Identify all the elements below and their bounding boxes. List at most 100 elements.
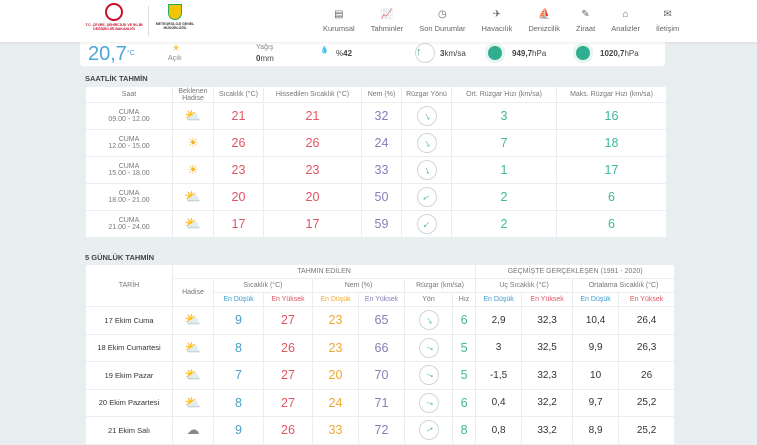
clock-icon: ◷: [437, 9, 447, 20]
table-row: CUMA 09.00 - 12.00 ⛅ 21 21 32 ↑ 3 16: [86, 103, 666, 129]
avg-wind: 3: [500, 109, 508, 123]
table-row: 19 Ekim Pazar ⛅ 7 27 20 70 ↑ 5 -1,5 32,3 10 26: [86, 362, 675, 389]
nav-kurumsal[interactable]: ▤ Kurumsal: [315, 9, 363, 33]
temperature: 20: [231, 190, 246, 204]
date: 20 Ekim Pazartesi: [98, 398, 160, 408]
wind-speed: 6: [460, 395, 468, 410]
wind-direction-icon: ↑: [418, 337, 439, 358]
pressure-value: 949,7hPa: [512, 49, 547, 58]
feels-like: 23: [305, 163, 320, 177]
column-header: Rüzgar Yönü: [402, 87, 451, 102]
wind-direction-icon: ↑: [416, 133, 437, 153]
daily-table: TARİH TAHMİN EDİLEN GEÇMİŞTE GERÇEKLEŞEN (…: [85, 264, 676, 445]
table-row: CUMA 15.00 - 18.00 ☀ 23 23 33 ↑ 1 17: [86, 157, 666, 183]
mail-icon: ✉: [663, 9, 672, 20]
shield-icon: [168, 4, 182, 20]
header-low: En Düşük: [476, 293, 522, 306]
humidity-value: %42: [336, 49, 353, 58]
header-low: En Düşük: [214, 293, 263, 306]
nav-label: Denizcilik: [528, 24, 561, 33]
partly-cloudy-icon: ⛅: [184, 339, 202, 355]
wind-direction-icon: ↑: [418, 420, 439, 441]
humidity-low: 33: [328, 423, 343, 438]
wind-direction-icon: ↑: [416, 160, 437, 180]
header-high: En Yüksek: [264, 293, 312, 306]
nav-ziraat[interactable]: ✎ Ziraat: [568, 9, 603, 33]
partly-cloudy-icon: ⛅: [184, 189, 202, 204]
nav-label: Havacılık: [481, 24, 513, 33]
temp-high: 26: [281, 423, 295, 438]
nav-label: Tahminler: [370, 24, 404, 33]
extreme-high: 32,2: [537, 397, 557, 409]
avg-low: 10: [590, 369, 602, 381]
header-low: En Düşük: [573, 293, 619, 306]
temperature: 23: [231, 163, 246, 177]
nav-i̇letişim[interactable]: ✉ İletişim: [648, 9, 687, 33]
avg-wind: 2: [500, 190, 508, 204]
max-wind: 16: [604, 109, 619, 123]
header-wind: Rüzgar (km/sa): [405, 279, 476, 292]
humidity-low: 23: [328, 313, 343, 328]
mgm-logo[interactable]: METEOROLOJİ GENEL MÜDÜRLÜĞÜ: [155, 4, 195, 30]
table-row: 21 Ekim Salı ☁ 9 26 33 72 ↑ 8 0,8 33,2 8,9 25,2: [86, 417, 675, 444]
column-header: Ort. Rüzgar Hızı (km/sa): [452, 87, 556, 102]
nav-analizler[interactable]: ⌂ Analizler: [603, 9, 648, 33]
nav-son durumlar[interactable]: ◷ Son Durumlar: [411, 9, 473, 33]
nav-label: Son Durumlar: [419, 24, 466, 33]
header-date: TARİH: [86, 265, 172, 306]
rain-value: 0mm: [256, 54, 274, 63]
header-event: Hadise: [173, 279, 213, 306]
date: 21 Ekim Salı: [107, 425, 151, 435]
max-wind: 18: [604, 136, 619, 150]
humidity: 59: [374, 217, 389, 231]
day: CUMA: [118, 109, 140, 116]
max-wind: 6: [608, 217, 615, 231]
wind-speed: 5: [460, 340, 468, 355]
nav-denizcilik[interactable]: ⛵ Denizcilik: [520, 9, 568, 33]
humidity: 24: [374, 136, 389, 150]
feels-like: 21: [305, 109, 320, 123]
extreme-low: 0,4: [491, 397, 506, 409]
chart-icon: 📈: [380, 9, 394, 20]
seal-icon: [105, 3, 123, 21]
extreme-low: 0,8: [491, 424, 506, 436]
avg-low: 10,4: [585, 314, 606, 326]
nav-havacılık[interactable]: ✈ Havacılık: [473, 9, 520, 33]
feels-like: 20: [305, 190, 320, 204]
temp-high: 27: [281, 313, 295, 328]
hourly-title: SAATLİK TAHMİN: [85, 74, 148, 83]
date: 18 Ekim Cumartesi: [97, 343, 161, 353]
temp-high: 27: [281, 395, 295, 410]
nav-tahminler[interactable]: 📈 Tahminler: [363, 9, 412, 33]
current-temp: 20,7°C: [88, 43, 135, 65]
nav-label: Ziraat: [576, 24, 596, 33]
leaf-icon: ✎: [581, 9, 590, 20]
header-low: En Düşük: [313, 293, 358, 306]
header-high: En Yüksek: [359, 293, 404, 306]
nav-label: İletişim: [655, 24, 680, 33]
wind-direction-icon: ↑: [418, 310, 439, 331]
humidity-low: 20: [328, 368, 343, 383]
table-row: 18 Ekim Cumartesi ⛅ 8 26 23 66 ↑ 5 3 32,5 9,9 26,3: [86, 334, 675, 361]
wind-direction-icon: ↑: [418, 365, 439, 386]
extreme-high: 32,3: [537, 369, 557, 381]
humidity-high: 66: [374, 340, 389, 355]
date: 17 Ekim Cuma: [104, 315, 154, 325]
wind-direction-icon: ↑: [418, 392, 439, 413]
header-avg: Ortalama Sıcaklık (°C): [573, 279, 675, 292]
max-wind: 17: [604, 163, 619, 177]
humidity-low: 23: [328, 340, 343, 355]
ministry-logo[interactable]: T.C. ÇEVRE, ŞEHİRCİLİK VE İKLİM DEĞİŞİKL…: [85, 3, 143, 31]
temperature: 17: [231, 217, 246, 231]
wind-speed: 6: [460, 313, 468, 328]
temp-low: 8: [235, 340, 242, 355]
temp-low: 9: [235, 313, 242, 328]
humidity: 33: [374, 163, 389, 177]
rain-label: Yağış: [256, 44, 274, 51]
humidity: 32: [374, 109, 389, 123]
analysis-icon: ⌂: [622, 9, 629, 20]
wind-speed: 8: [460, 423, 468, 438]
column-header: Nem (%): [362, 87, 401, 102]
avg-wind: 7: [500, 136, 508, 150]
time-range: 18.00 - 21.00: [108, 197, 150, 204]
